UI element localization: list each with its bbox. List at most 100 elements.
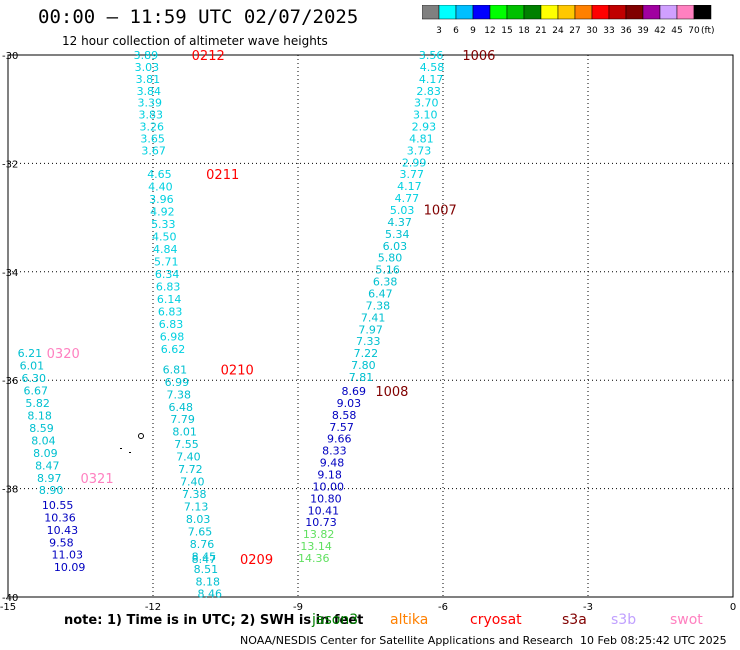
swh-value-label: 6.99	[165, 376, 190, 389]
lon-tick-label: -6	[438, 602, 448, 613]
swh-value-label: 6.62	[161, 343, 186, 356]
swh-value-label: 6.30	[22, 372, 47, 385]
swh-value-label: 3.83	[139, 109, 164, 122]
lon-tick-label: -15	[0, 602, 16, 613]
swh-value-label: 4.81	[409, 132, 434, 145]
swh-value-label: 8.51	[194, 563, 219, 576]
swh-value-label: 8.90	[39, 484, 64, 497]
swh-value-label: 5.71	[154, 256, 179, 269]
swh-value-label: 3.77	[400, 168, 425, 181]
swh-value-label: 3.73	[407, 144, 432, 157]
swh-value-label: 8.09	[33, 447, 58, 460]
scale-tick-label: 18	[518, 26, 530, 36]
swh-value-label: 10.80	[310, 492, 342, 505]
scale-tick-label: 9	[470, 26, 476, 36]
swh-value-label: 4.58	[420, 61, 445, 74]
swh-value-label: 6.83	[158, 305, 183, 318]
swh-value-label: 8.33	[322, 445, 347, 458]
lon-tick-label: -3	[583, 602, 593, 613]
island-marker	[120, 448, 122, 449]
pass-time-label: 1006	[462, 49, 495, 64]
swh-value-label: 3.03	[135, 61, 160, 74]
swh-value-label: 8.69	[342, 385, 367, 398]
swh-value-label: 10.36	[44, 511, 76, 524]
swh-value-label: 8.45	[192, 550, 217, 563]
swh-value-label: 8.58	[332, 409, 357, 422]
satellite-legend-jason3: jason3	[312, 612, 359, 628]
swh-value-label: 3.26	[139, 121, 164, 134]
scale-tick-label: 3	[436, 26, 442, 36]
swh-value-label: 2.83	[416, 85, 441, 98]
swh-value-label: 10.09	[54, 561, 86, 574]
swh-value-label: 4.84	[153, 243, 178, 256]
scale-swatch	[693, 5, 712, 20]
swh-value-label: 8.04	[31, 434, 56, 447]
pass-time-label: 0209	[240, 553, 273, 568]
swh-value-label: 9.18	[317, 469, 342, 482]
satellite-legend-s3a: s3a	[562, 612, 587, 628]
lat-tick-label: -34	[2, 268, 18, 279]
map-title: 00:00 — 11:59 UTC 02/07/2025	[38, 6, 359, 28]
swh-value-label: 4.92	[150, 206, 175, 219]
swh-value-label: 7.80	[351, 359, 376, 372]
swh-value-label: 7.40	[176, 451, 201, 464]
swh-value-label: 6.67	[23, 384, 48, 397]
swh-value-label: 14.36	[298, 552, 330, 565]
pass-time-label: 0212	[192, 49, 225, 64]
swh-value-label: 4.37	[387, 216, 412, 229]
pass-time-label: 0321	[81, 472, 114, 487]
swh-value-label: 7.97	[358, 323, 383, 336]
swh-value-label: 6.47	[368, 287, 393, 300]
swh-value-label: 5.80	[378, 252, 403, 265]
map-subtitle: 12 hour collection of altimeter wave hei…	[62, 34, 328, 48]
swh-value-label: 3.39	[138, 97, 163, 110]
pass-time-label: 1007	[424, 203, 457, 218]
swh-value-label: 6.48	[168, 401, 193, 414]
swh-value-label: 7.65	[188, 525, 213, 538]
swh-value-label: 4.40	[148, 181, 173, 194]
swh-value-label: 4.17	[397, 180, 422, 193]
scale-unit: (ft)	[701, 26, 715, 36]
swh-value-label: 7.13	[184, 500, 209, 513]
swh-value-label: 8.18	[196, 575, 221, 588]
satellite-legend-swot: swot	[670, 612, 703, 628]
swh-value-label: 5.33	[151, 218, 176, 231]
swh-value-label: 5.03	[390, 204, 415, 217]
lat-tick-label: -38	[2, 485, 18, 496]
swh-value-label: 11.03	[52, 549, 84, 562]
swh-value-label: 8.18	[27, 409, 52, 422]
swh-value-label: 7.41	[361, 311, 386, 324]
swh-value-label: 7.38	[366, 299, 391, 312]
swh-value-label: 8.46	[197, 588, 222, 601]
swh-value-label: 10.41	[308, 504, 340, 517]
swh-value-label: 3.89	[134, 49, 159, 62]
swh-value-label: 9.58	[49, 536, 73, 549]
swh-value-label: 8.97	[37, 472, 62, 485]
swh-value-label: 6.01	[20, 360, 44, 373]
swh-value-label: 5.82	[25, 397, 50, 410]
lat-tick-label: -36	[2, 376, 18, 387]
swh-value-label: 6.03	[383, 240, 408, 253]
lon-tick-label: -9	[293, 602, 303, 613]
swh-value-label: 4.17	[419, 73, 444, 86]
swh-value-label: 7.33	[356, 335, 381, 348]
map-frame	[7, 54, 734, 598]
swh-value-label: 4.77	[395, 192, 420, 205]
swh-value-label: 7.38	[167, 388, 192, 401]
swh-value-label: 7.40	[180, 476, 205, 489]
scale-tick-label: 30	[586, 26, 598, 36]
scale-tick-label: 6	[453, 26, 459, 36]
swh-value-label: 6.83	[159, 318, 184, 331]
lon-tick-label: -12	[145, 602, 161, 613]
swh-value-label: 8.47	[35, 459, 60, 472]
swh-value-label: 6.38	[373, 276, 398, 289]
swh-value-label: 7.57	[329, 421, 354, 434]
swh-value-label: 3.10	[413, 109, 438, 122]
swh-value-label: 10.43	[47, 524, 79, 537]
lat-tick-label: -30	[2, 51, 18, 62]
credit-text: NOAA/NESDIS Center for Satellite Applica…	[240, 634, 574, 647]
satellite-legend-s3b: s3b	[611, 612, 637, 628]
swh-value-label: 5.34	[385, 228, 410, 241]
swh-value-label: 10.55	[42, 499, 73, 512]
